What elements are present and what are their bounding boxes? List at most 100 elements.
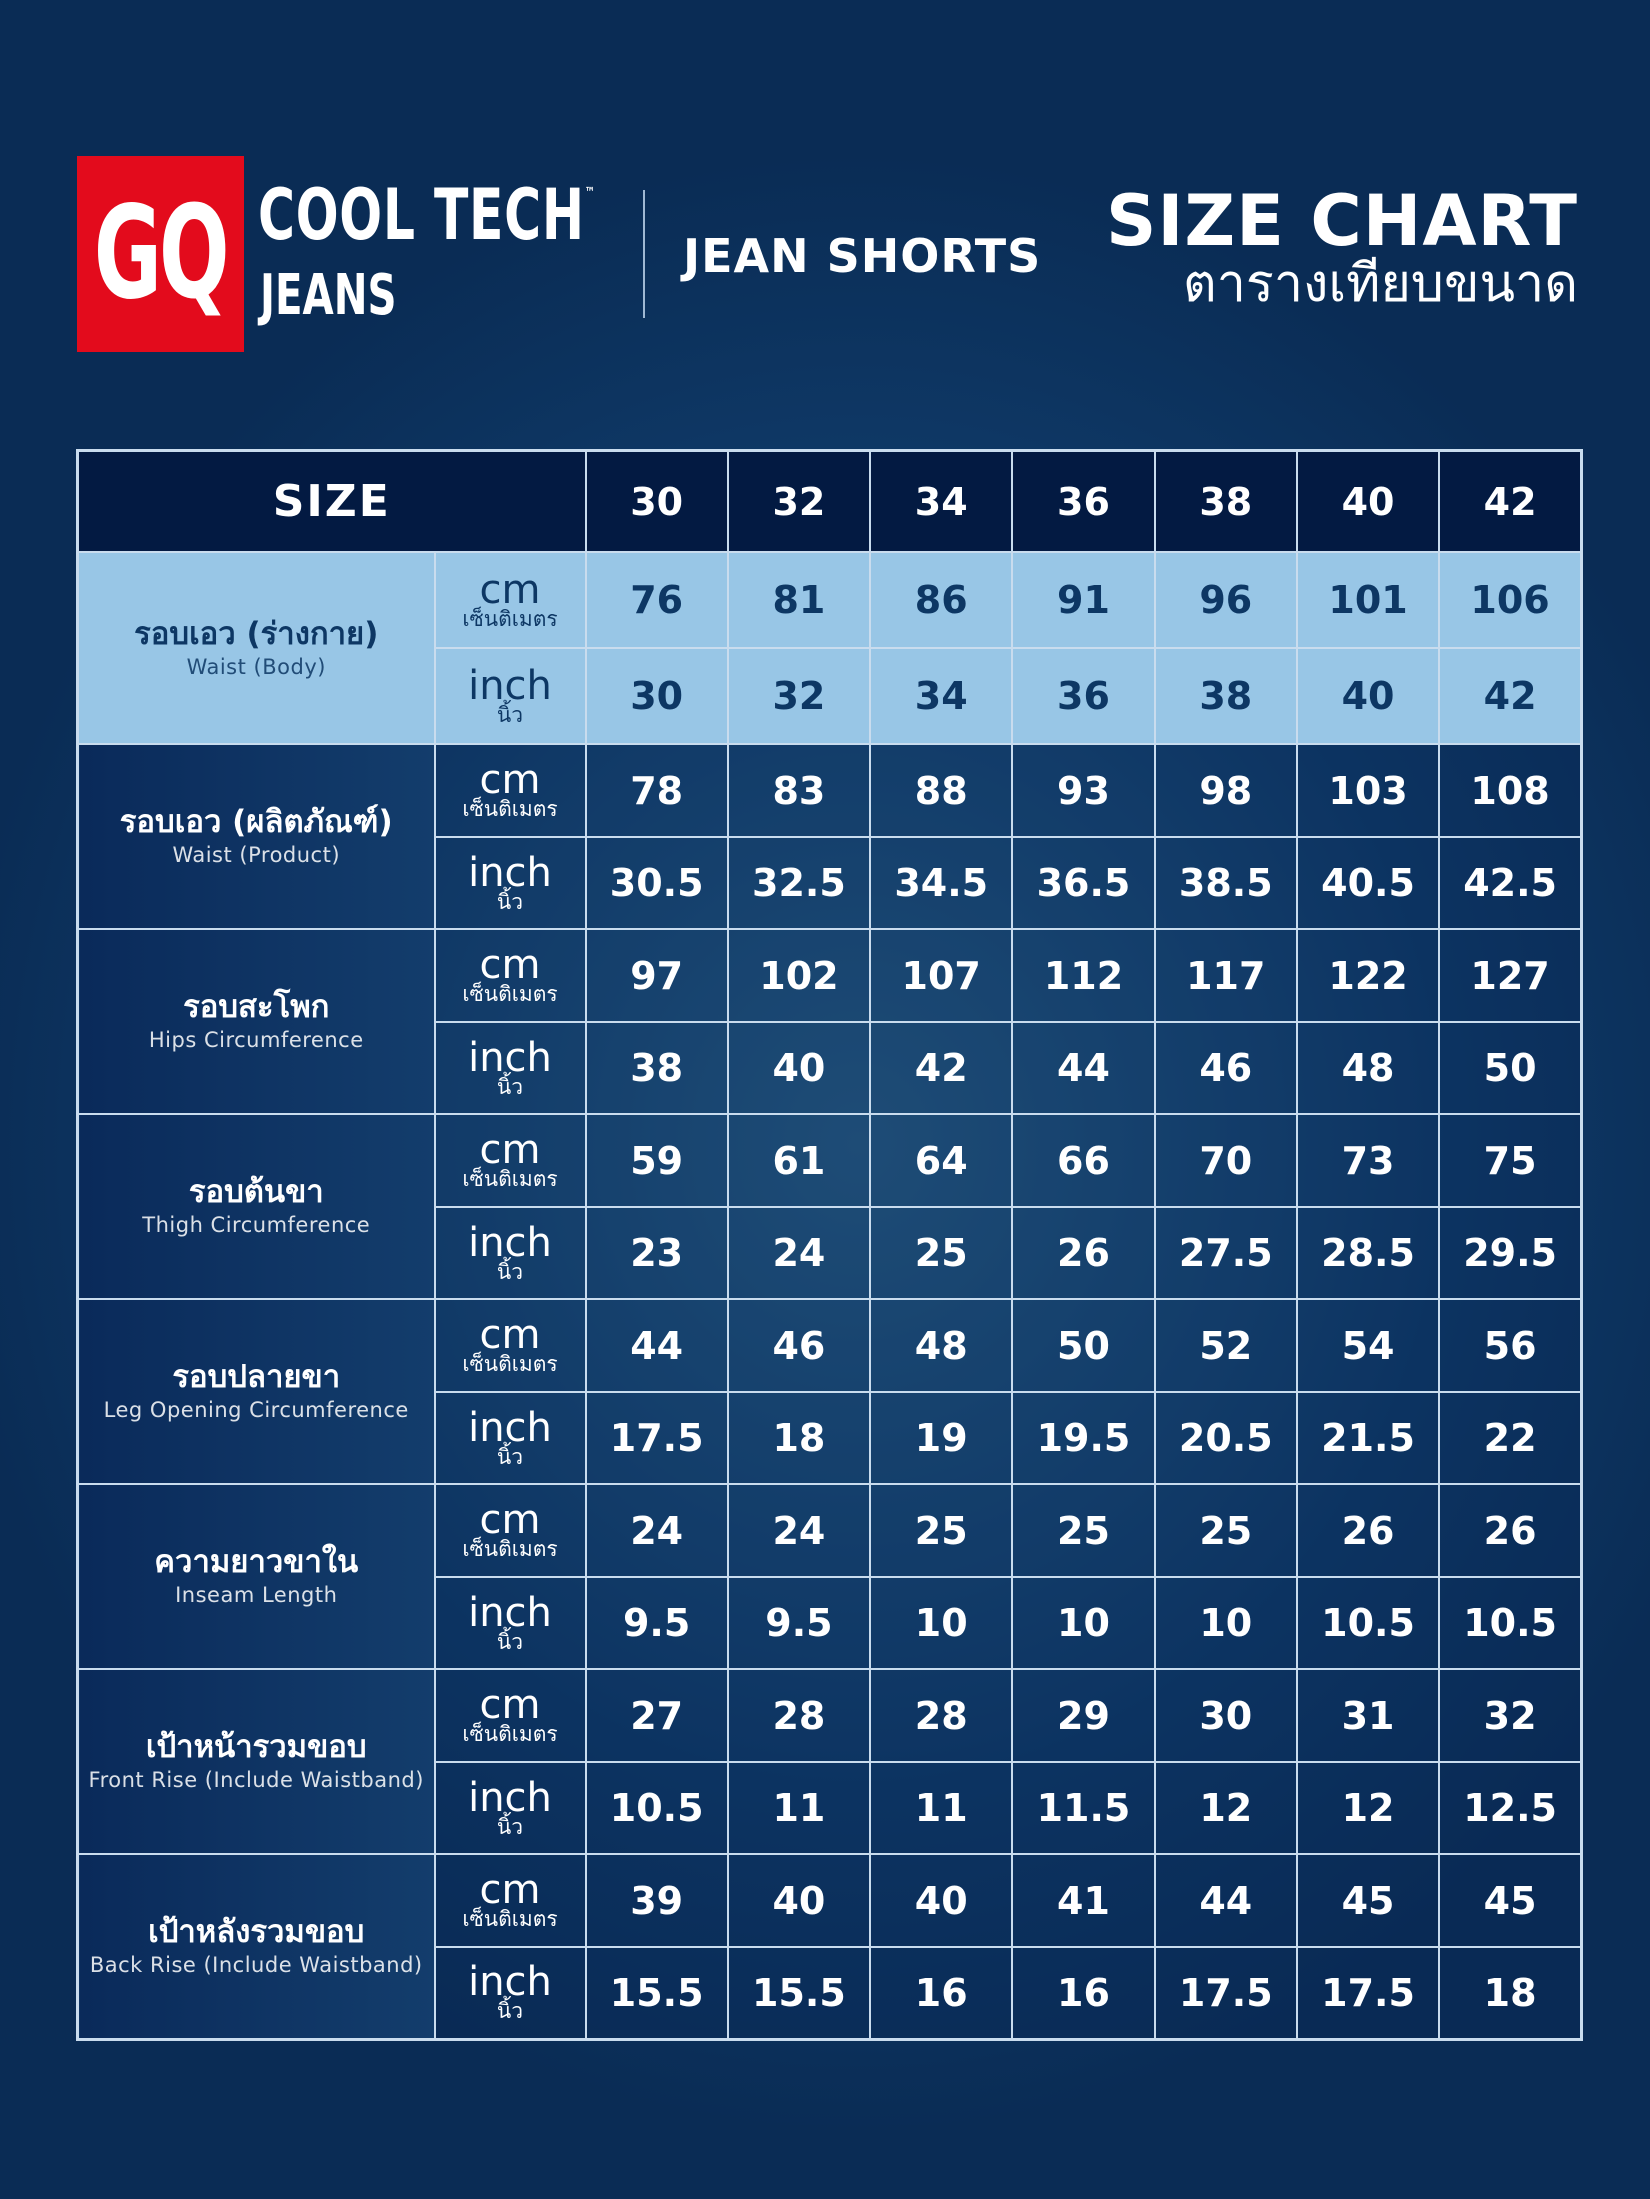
measurement-label-english: Front Rise (Include Waistband) — [88, 1768, 424, 1793]
unit-inch: inch นิ้ว — [433, 1391, 587, 1485]
table-cell: 38.5 — [1153, 836, 1298, 930]
table-cell: 30 — [1153, 1668, 1298, 1763]
gq-logo: GQ — [77, 156, 244, 352]
table-cell: 98 — [1153, 743, 1298, 838]
measurement-label-english: Back Rise (Include Waistband) — [89, 1952, 423, 1977]
unit-cm-en: cm — [479, 1682, 541, 1728]
table-cell: 59 — [584, 1113, 729, 1208]
unit-cm-th: เซ็นติเมตร — [462, 1167, 558, 1191]
brand-name: COOL TECH™ — [258, 180, 596, 250]
size-col-header: 32 — [726, 449, 872, 553]
table-cell: 10.5 — [584, 1761, 729, 1855]
measurement-label-english: Leg Opening Circumference — [103, 1398, 409, 1423]
table-cell: 40 — [869, 1853, 1014, 1948]
measurement-label-thai: รอบต้นขา — [188, 1174, 324, 1211]
measurement-label-thai: รอบเอว (ผลิตภัณฑ์) — [119, 804, 393, 841]
table-cell: 21.5 — [1295, 1391, 1441, 1485]
unit-cm-th: เซ็นติเมตร — [462, 1537, 558, 1561]
table-cell: 10 — [869, 1576, 1014, 1670]
table-cell: 25 — [1153, 1483, 1298, 1578]
unit-cm-th: เซ็นติเมตร — [462, 1722, 558, 1746]
logo-text: GQ — [94, 179, 230, 328]
table-cell: 19 — [869, 1391, 1014, 1485]
table-cell: 25 — [869, 1206, 1014, 1300]
table-cell: 15.5 — [584, 1946, 729, 2040]
table-cell: 38 — [584, 1021, 729, 1115]
table-cell: 10.5 — [1438, 1576, 1583, 1670]
unit-inch: inch นิ้ว — [433, 836, 587, 930]
page-title: SIZE CHART — [1105, 180, 1578, 262]
table-cell: 16 — [869, 1946, 1014, 2040]
table-cell: 25 — [1011, 1483, 1156, 1578]
unit-inch: inch นิ้ว — [433, 1021, 587, 1115]
table-cell: 23 — [584, 1206, 729, 1300]
table-cell: 44 — [584, 1298, 729, 1393]
table-cell: 26 — [1438, 1483, 1583, 1578]
table-cell: 17.5 — [1153, 1946, 1298, 2040]
table-cell: 83 — [726, 743, 872, 838]
size-col-header: 38 — [1153, 449, 1298, 553]
table-cell: 9.5 — [726, 1576, 872, 1670]
table-cell: 93 — [1011, 743, 1156, 838]
table-cell: 11.5 — [1011, 1761, 1156, 1855]
measurement-label-thai: เป้าหน้ารวมขอบ — [145, 1729, 367, 1766]
unit-cm: cm เซ็นติเมตร — [433, 1668, 587, 1763]
size-chart-table: SIZE 30 32 34 36 38 40 42 รอบเอว (ร่างกา… — [76, 449, 1583, 2041]
table-cell: 52 — [1153, 1298, 1298, 1393]
size-col-header: 42 — [1438, 449, 1583, 553]
table-cell: 28 — [869, 1668, 1014, 1763]
table-row-cm: รอบปลายขา Leg Opening Circumference cm เ… — [76, 1298, 1583, 1485]
table-cell: 40 — [726, 1853, 872, 1948]
unit-inch: inch นิ้ว — [433, 1576, 587, 1670]
table-cell: 18 — [726, 1391, 872, 1485]
measurement-label-thai: ความยาวขาใน — [154, 1544, 359, 1581]
table-cell: 31 — [1295, 1668, 1441, 1763]
table-cell: 36 — [1011, 647, 1156, 745]
table-cell: 42.5 — [1438, 836, 1583, 930]
unit-inch-en: inch — [468, 849, 552, 896]
table-cell: 10 — [1011, 1576, 1156, 1670]
table-cell: 15.5 — [726, 1946, 872, 2040]
table-cell: 42 — [1438, 647, 1583, 745]
table-cell: 29.5 — [1438, 1206, 1583, 1300]
table-cell: 48 — [869, 1298, 1014, 1393]
product-title: JEAN SHORTS — [683, 229, 1042, 283]
table-cell: 17.5 — [1295, 1946, 1441, 2040]
table-cell: 38 — [1153, 647, 1298, 745]
table-cell: 42 — [869, 1021, 1014, 1115]
unit-inch: inch นิ้ว — [433, 1946, 587, 2040]
table-cell: 9.5 — [584, 1576, 729, 1670]
unit-cm: cm เซ็นติเมตร — [433, 1483, 587, 1578]
table-row-inch: inch นิ้ว 9.5 9.5 10 10 10 10.5 10.5 — [78, 1576, 1583, 1670]
table-cell: 12 — [1295, 1761, 1441, 1855]
unit-inch-th: นิ้ว — [496, 1074, 524, 1099]
table-cell: 102 — [726, 928, 872, 1023]
table-cell: 27 — [584, 1668, 729, 1763]
measurement-label: รอบปลายขา Leg Opening Circumference — [76, 1298, 436, 1485]
unit-cm-en: cm — [479, 1867, 541, 1913]
unit-cm-en: cm — [479, 1497, 541, 1543]
table-cell: 107 — [869, 928, 1014, 1023]
unit-cm: cm เซ็นติเมตร — [433, 1298, 587, 1393]
measurement-label-thai: เป้าหลังรวมขอบ — [148, 1914, 365, 1951]
unit-inch-en: inch — [468, 1404, 552, 1451]
unit-cm-th: เซ็นติเมตร — [462, 797, 558, 821]
table-cell: 70 — [1153, 1113, 1298, 1208]
table-cell: 41 — [1011, 1853, 1156, 1948]
table-cell: 127 — [1438, 928, 1583, 1023]
unit-inch-en: inch — [468, 1589, 552, 1636]
table-cell: 101 — [1295, 551, 1441, 649]
unit-inch: inch นิ้ว — [433, 647, 587, 745]
table-cell: 20.5 — [1153, 1391, 1298, 1485]
unit-cm-en: cm — [479, 1127, 541, 1173]
table-cell: 16 — [1011, 1946, 1156, 2040]
table-cell: 11 — [726, 1761, 872, 1855]
table-cell: 122 — [1295, 928, 1441, 1023]
table-cell: 26 — [1295, 1483, 1441, 1578]
table-cell: 28 — [726, 1668, 872, 1763]
unit-inch-en: inch — [468, 1034, 552, 1081]
table-cell: 96 — [1153, 551, 1298, 649]
table-row-cm: รอบต้นขา Thigh Circumference cm เซ็นติเม… — [76, 1113, 1583, 1300]
size-col-header: 30 — [584, 449, 729, 553]
table-cell: 32 — [1438, 1668, 1583, 1763]
